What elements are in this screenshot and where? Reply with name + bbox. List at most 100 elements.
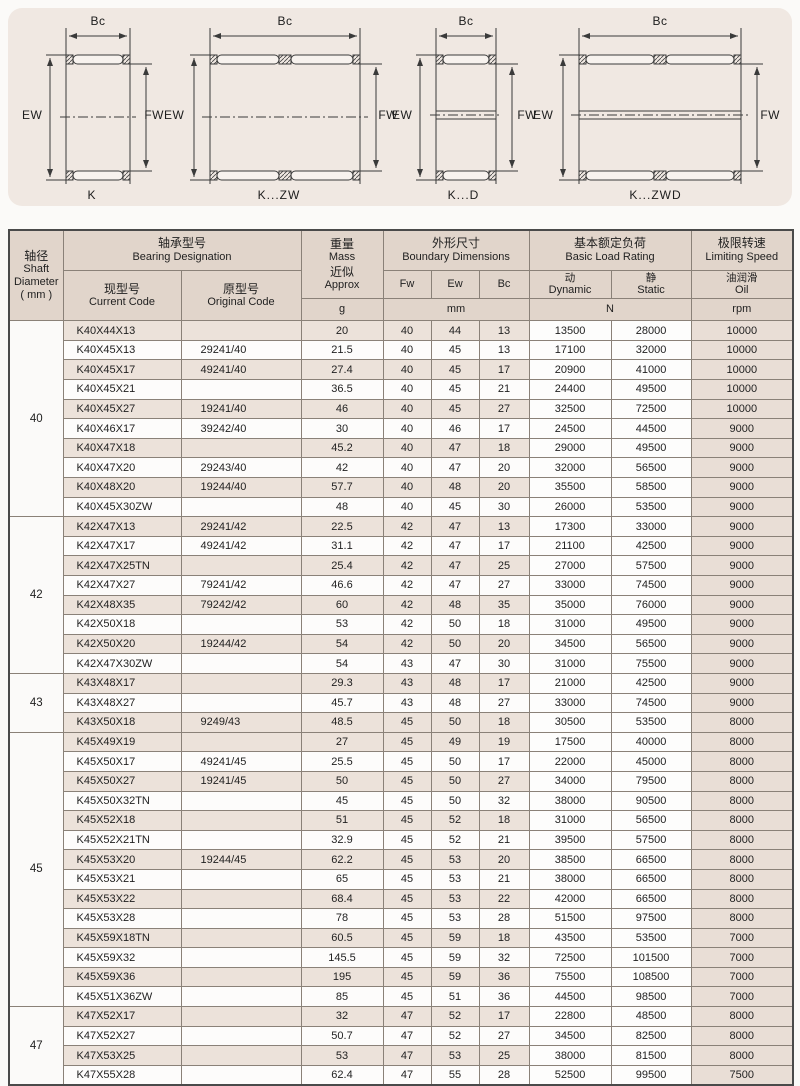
cell-oil_rpm: 8000 <box>690 888 794 910</box>
cell-dynamic_n: 33000 <box>528 575 612 596</box>
cell-ew_mm: 53 <box>430 849 480 870</box>
cell-static_n: 28000 <box>610 320 692 341</box>
cell-fw_mm: 45 <box>382 888 432 910</box>
table-row: K40X45X13 29241/40 21.5 40 45 13 17100 32000 100… <box>9 339 794 361</box>
cell-dynamic_n: 38000 <box>528 1045 612 1066</box>
col-header-oil: 油润滑 Oil <box>690 269 794 300</box>
cell-fw_mm: 47 <box>382 1045 432 1066</box>
cell-original_code <box>180 810 302 831</box>
cell-fw_mm: 40 <box>382 418 432 439</box>
header-text: Basic Load Rating <box>565 250 655 263</box>
table-row: K42X50X20 19244/42 54 42 50 20 34500 56500 9000 <box>9 633 794 655</box>
cell-oil_rpm: 9000 <box>690 516 794 537</box>
cell-ew_mm: 47 <box>430 516 480 537</box>
fw-dimension-label: FW <box>378 108 398 122</box>
cell-static_n: 56500 <box>610 810 692 831</box>
cell-dynamic_n: 39500 <box>528 829 612 851</box>
cell-dynamic_n: 32000 <box>528 457 612 479</box>
cell-ew_mm: 50 <box>430 751 480 772</box>
cell-ew_mm: 50 <box>430 712 480 733</box>
cell-mass_g: 48.5 <box>300 712 384 733</box>
cell-mass_g: 27.4 <box>300 359 384 381</box>
cell-original_code: 79242/42 <box>180 594 302 616</box>
diagram-k-zwd: Bc EW FW K...ZWD <box>533 12 780 204</box>
unit-g: g <box>300 298 384 322</box>
cell-mass_g: 145.5 <box>300 947 384 968</box>
cell-static_n: 49500 <box>610 614 692 635</box>
cell-ew_mm: 59 <box>430 966 480 988</box>
table-header: 轴径 Shaft Diameter ( mm ) 轴承型号 Bearing De… <box>8 229 794 322</box>
cell-mass_g: 60 <box>300 594 384 616</box>
cell-static_n: 53500 <box>610 927 692 949</box>
table-row: K45X51X36ZW 85 45 51 36 44500 98500 7000 <box>9 986 794 1008</box>
cell-ew_mm: 47 <box>430 575 480 596</box>
cell-current_code: K42X50X20 <box>62 633 182 655</box>
bearing-spec-table: 轴径 Shaft Diameter ( mm ) 轴承型号 Bearing De… <box>8 229 795 1086</box>
cell-current_code: K47X53X25 <box>62 1045 182 1066</box>
cell-ew_mm: 47 <box>430 555 480 576</box>
table-row: K45X50X27 19241/45 50 45 50 27 34000 79500 8000 <box>9 770 794 792</box>
cell-fw_mm: 45 <box>382 966 432 988</box>
cell-original_code <box>180 672 302 694</box>
cell-static_n: 99500 <box>610 1064 692 1086</box>
col-header-mass: 重量 Mass 近似 Approx <box>300 229 384 300</box>
cell-static_n: 56500 <box>610 633 692 655</box>
table-row: K45X52X21TN 32.9 45 52 21 39500 57500 8000 <box>9 829 794 851</box>
cell-bc_mm: 20 <box>478 633 530 655</box>
cell-original_code: 9249/43 <box>180 712 302 733</box>
cell-bc_mm: 28 <box>478 908 530 929</box>
cell-original_code <box>180 692 302 714</box>
ew-dimension-label: EW <box>164 108 185 122</box>
col-header-bearing-designation: 轴承型号 Bearing Designation <box>62 229 302 271</box>
cell-ew_mm: 52 <box>430 829 480 851</box>
diagram-caption: K...ZW <box>257 188 301 202</box>
cell-original_code: 49241/42 <box>180 535 302 557</box>
cell-oil_rpm: 8000 <box>690 829 794 851</box>
cell-bc_mm: 27 <box>478 770 530 792</box>
diagram-caption: K <box>87 188 97 202</box>
cell-static_n: 79500 <box>610 770 692 792</box>
cell-dynamic_n: 51500 <box>528 908 612 929</box>
cell-bc_mm: 17 <box>478 751 530 772</box>
cell-dynamic_n: 35000 <box>528 594 612 616</box>
cell-current_code: K40X45X13 <box>62 339 182 361</box>
cell-original_code: 29241/40 <box>180 339 302 361</box>
cell-mass_g: 27 <box>300 731 384 753</box>
cell-fw_mm: 42 <box>382 633 432 655</box>
header-text: 重量 <box>330 237 355 252</box>
cell-current_code: K40X45X27 <box>62 398 182 420</box>
header-text: Approx <box>324 279 360 292</box>
cell-ew_mm: 48 <box>430 477 480 498</box>
cell-static_n: 49500 <box>610 437 692 459</box>
table-row: K47X55X28 62.4 47 55 28 52500 99500 7500 <box>9 1064 794 1086</box>
cell-fw_mm: 40 <box>382 359 432 381</box>
cell-oil_rpm: 8000 <box>690 712 794 733</box>
cell-original_code <box>180 379 302 400</box>
cell-dynamic_n: 27000 <box>528 555 612 576</box>
cell-original_code <box>180 1064 302 1086</box>
cell-static_n: 72500 <box>610 398 692 420</box>
cell-mass_g: 57.7 <box>300 477 384 498</box>
cell-dynamic_n: 24400 <box>528 379 612 400</box>
fw-dimension-label: FW <box>144 108 164 122</box>
cell-static_n: 53500 <box>610 712 692 733</box>
cell-oil_rpm: 9000 <box>690 575 794 596</box>
cell-original_code: 19244/45 <box>180 849 302 870</box>
cell-oil_rpm: 7000 <box>690 966 794 988</box>
cell-static_n: 49500 <box>610 379 692 400</box>
cell-bc_mm: 20 <box>478 457 530 479</box>
cell-ew_mm: 52 <box>430 1006 480 1027</box>
cell-bc_mm: 22 <box>478 888 530 910</box>
cell-original_code: 49241/40 <box>180 359 302 381</box>
cell-fw_mm: 43 <box>382 672 432 694</box>
shaft-diameter-cell: 42 <box>8 516 64 674</box>
cell-original_code <box>180 908 302 929</box>
cell-dynamic_n: 38500 <box>528 849 612 870</box>
table-row: K40X48X20 19244/40 57.7 40 48 20 35500 58500 900… <box>9 477 794 498</box>
table-row: K40X45X27 19241/40 46 40 45 27 32500 72500 10000 <box>9 398 794 420</box>
cell-static_n: 53500 <box>610 496 692 518</box>
table-row: K42X47X30ZW 54 43 47 30 31000 75500 9000 <box>9 653 794 674</box>
shaft-diameter-cell: 40 <box>8 320 64 518</box>
col-header-bc: Bc <box>478 269 530 300</box>
cell-oil_rpm: 8000 <box>690 1025 794 1047</box>
